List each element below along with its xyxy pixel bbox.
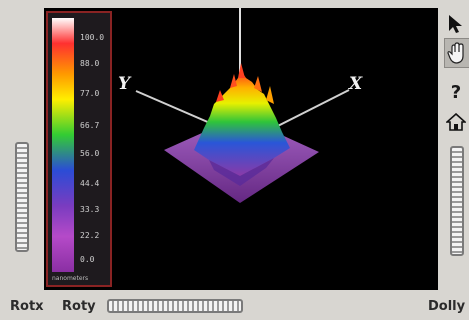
scale-tick: 77.0 (80, 89, 100, 98)
surface-plot (135, 8, 350, 203)
surface-ridge-2 (238, 63, 245, 78)
3d-viewport[interactable]: 100.0 88.0 77.0 66.7 56.0 44.4 33.3 22.2… (44, 8, 438, 290)
surface-peak (194, 72, 290, 176)
rotate-hand-icon[interactable] (444, 38, 469, 68)
scale-tick: 22.2 (80, 231, 100, 240)
home-icon[interactable] (444, 110, 468, 134)
scale-tick: 44.4 (80, 179, 100, 188)
rotx-slider[interactable] (15, 142, 29, 252)
dolly-slider[interactable] (450, 146, 464, 256)
surface-ridge-3 (254, 76, 262, 92)
scale-tick: 88.0 (80, 59, 100, 68)
surface-shadow (209, 158, 274, 186)
dolly-label: Dolly (428, 299, 466, 314)
surface-ridge-5 (266, 86, 274, 104)
scale-units-caption: nanometers (52, 275, 89, 282)
color-scale-legend: 100.0 88.0 77.0 66.7 56.0 44.4 33.3 22.2… (46, 11, 112, 287)
scale-tick: 0.0 (80, 255, 95, 264)
surface-ridge-4 (230, 74, 237, 88)
roty-label: Roty (62, 299, 96, 314)
x-axis-label: X (349, 74, 363, 94)
scale-tick: 56.0 (80, 149, 100, 158)
pointer-arrow-icon[interactable] (444, 12, 468, 36)
scale-tick: 100.0 (80, 33, 105, 42)
surface-ridge-1 (216, 90, 224, 102)
scale-tick: 66.7 (80, 121, 100, 130)
y-axis-label: Y (118, 74, 131, 94)
roty-slider[interactable] (107, 299, 243, 313)
help-icon[interactable]: ? (450, 81, 462, 103)
color-scale-gradient (52, 18, 74, 272)
scale-tick: 33.3 (80, 205, 100, 214)
rotx-label: Rotx (10, 299, 44, 314)
